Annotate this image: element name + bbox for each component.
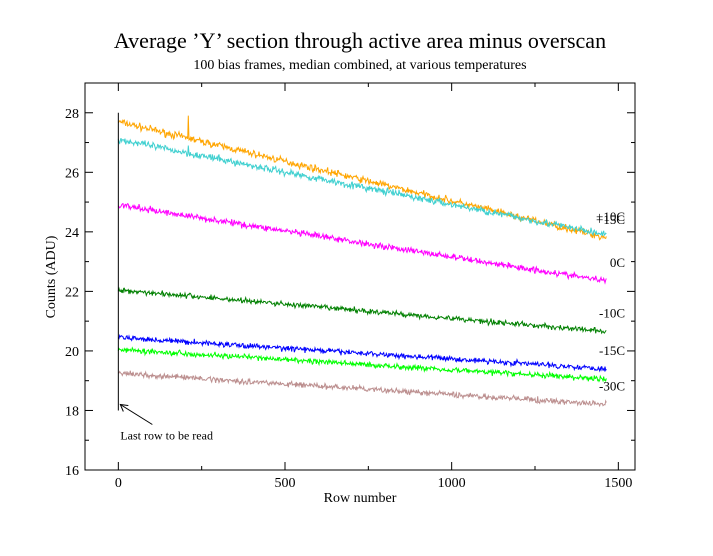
y-axis-ticks: 16 18 20 22 24 26 28 [65,107,635,479]
y-tick-label: 26 [65,166,79,181]
x-axis-label: Row number [324,491,397,506]
series-line [117,346,607,383]
series-line [118,370,607,408]
plot-frame [84,82,636,471]
annotation-arrowhead [119,403,129,412]
series-line [117,286,607,335]
x-tick-label: 1000 [438,476,466,491]
series-line [117,202,607,285]
series-line [117,137,607,237]
series-layer [117,115,607,408]
series-label: +15C [596,212,625,227]
y-tick-label: 20 [65,345,79,360]
x-tick-label: 0 [115,476,122,491]
x-axis-ticks: 0 500 1000 1500 [115,83,632,491]
y-tick-label: 18 [65,404,79,419]
series-line [117,333,607,373]
y-tick-label: 16 [65,464,79,479]
chart-subtitle: 100 bias frames, median combined, at var… [193,58,526,73]
series-label: -15C [599,343,625,358]
series-label: -30C [599,379,625,394]
series-label: +10C [596,209,625,224]
chart-title: Average ’Y’ section through active area … [114,28,606,53]
annotation-arrow-line [120,404,153,425]
y-tick-label: 28 [65,107,79,122]
y-tick-label: 24 [65,226,79,241]
x-tick-label: 1500 [604,476,632,491]
annotation-last-row: Last row to be read [120,429,213,443]
y-axis-label: Counts (ADU) [44,235,59,318]
series-labels: +15C+10C 0C -10C -15C -30C [596,209,625,394]
series-label: 0C [610,255,625,270]
x-tick-label: 500 [275,476,296,491]
y-tick-label: 22 [65,285,79,300]
series-label: -10C [599,306,625,321]
